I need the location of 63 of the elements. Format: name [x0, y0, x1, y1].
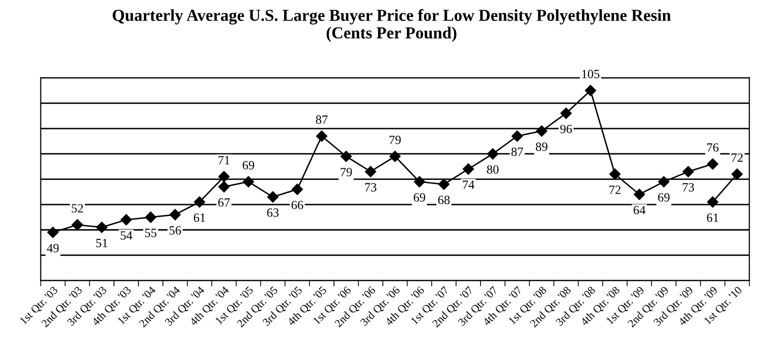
point	[145, 212, 156, 223]
data-label: 64	[634, 206, 646, 214]
point	[584, 84, 596, 96]
point	[462, 163, 474, 175]
point	[120, 214, 132, 226]
data-label: 61	[706, 214, 718, 222]
point	[634, 188, 645, 200]
data-label: 74	[462, 180, 474, 189]
data-label: 56	[170, 226, 181, 235]
point	[292, 184, 303, 195]
point	[682, 166, 694, 178]
point	[340, 150, 352, 162]
data-label: 73	[682, 183, 694, 192]
data-label: 55	[145, 228, 156, 238]
point	[609, 168, 621, 180]
data-label: 71	[218, 156, 230, 164]
point	[72, 219, 83, 230]
data-label: 69	[414, 193, 426, 202]
data-label: 72	[610, 186, 620, 194]
point	[170, 209, 181, 220]
point	[707, 196, 718, 208]
point	[512, 130, 523, 142]
data-label: 61	[194, 214, 206, 222]
data-label: 79	[340, 168, 352, 176]
data-label: 52	[72, 204, 83, 213]
point	[47, 226, 59, 238]
data-label: 73	[365, 183, 376, 192]
data-label: 105	[582, 70, 600, 78]
data-label: 68	[438, 196, 450, 204]
data-label: 79	[390, 136, 401, 144]
point	[658, 176, 670, 188]
point	[96, 222, 108, 233]
data-label: 66	[292, 200, 304, 210]
point	[438, 178, 450, 190]
point	[194, 196, 206, 208]
point	[218, 181, 230, 192]
data-label: 80	[486, 165, 499, 174]
data-label: 63	[267, 208, 279, 217]
data-label: 96	[560, 124, 572, 134]
point	[707, 158, 718, 170]
chart-title: Quarterly Average U.S. Large Buyer Price for Low Density Polyethylene Resin (Cents Per Pound)	[112, 9, 671, 42]
point	[389, 150, 401, 162]
point	[364, 166, 376, 178]
data-label: 69	[242, 161, 254, 170]
point	[732, 168, 743, 180]
point	[536, 125, 548, 137]
data-label: 87	[316, 115, 328, 124]
data-label: 72	[732, 153, 743, 162]
point	[414, 176, 426, 188]
data-label: 49	[46, 244, 59, 252]
point	[487, 148, 498, 160]
data-label: 89	[536, 142, 548, 151]
point	[218, 171, 230, 182]
data-label: 51	[96, 238, 108, 248]
data-label: 69	[658, 193, 670, 202]
point	[316, 130, 328, 142]
point	[242, 176, 254, 188]
point	[267, 191, 278, 203]
data-label: 76	[707, 143, 719, 152]
data-label: 67	[218, 198, 230, 207]
point	[560, 108, 572, 119]
data-label: 54	[120, 231, 132, 240]
data-label: 87	[511, 148, 524, 156]
